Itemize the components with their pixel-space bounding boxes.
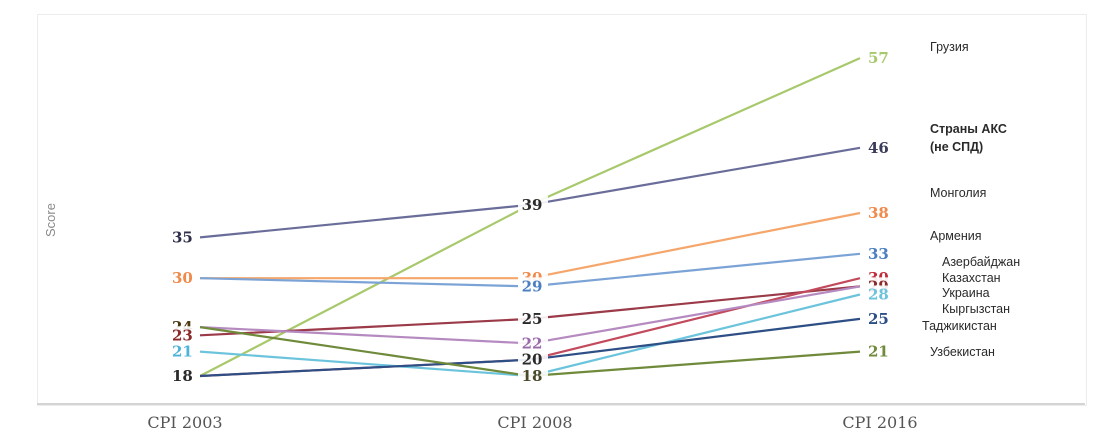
value-label-2008-3: 25 [522,310,543,328]
y-axis-label: Score [43,203,58,237]
value-label-2003-5-bg [170,367,200,384]
value-label-2008-3-bg [518,309,548,327]
value-label-2016-3-bg [866,244,896,262]
x-tick-label-0: CPI 2003 [147,413,222,432]
series-name-label-9: Таджикистан [922,319,997,333]
series-name-label-3: Монголия [930,186,986,200]
series-name-label-6: Казахстан [942,271,1001,285]
value-label-2003-3: 23 [172,326,193,344]
value-label-2003-4: 21 [172,343,193,361]
series-name-label-2: (не СПД) [930,140,983,154]
value-label-2016-8: 21 [868,343,889,361]
series-name-label-5: Азербайджан [942,255,1020,269]
value-label-2016-7-bg [866,309,896,327]
value-label-2016-6-bg [866,285,896,303]
value-label-2008-4: 22 [522,334,543,352]
series-name-label-8: Кыргызстан [942,302,1010,316]
value-label-2003-3-bg [170,326,200,344]
x-tick-label-2: CPI 2016 [842,413,917,432]
x-axis-line [37,403,1085,405]
value-label-2016-2: 38 [868,204,889,222]
value-label-2008-2: 29 [522,277,543,295]
value-label-2016-8-bg [866,342,896,360]
value-label-2008-6-bg [518,367,548,384]
value-label-2016-7: 25 [868,310,889,328]
value-label-2016-0-bg [866,49,896,67]
value-label-2016-3: 33 [868,245,889,263]
value-label-2008-4-bg [518,334,548,352]
value-label-2008-2-bg [518,277,548,295]
value-label-2003-0-bg [170,228,200,246]
series-name-label-1: Страны АКС [930,122,1007,136]
series-name-label-10: Узбекистан [930,345,995,359]
series-name-label-4: Армения [930,229,982,243]
chart-frame [37,14,1087,406]
series-line-0 [199,57,861,377]
value-label-2016-0: 57 [868,49,889,67]
x-tick-label-1: CPI 2008 [497,413,572,432]
value-label-2008-0: 39 [522,196,543,214]
value-label-2003-5: 18 [172,367,193,385]
series-name-label-7: Украина [942,286,990,300]
value-label-2003-0: 35 [172,228,193,246]
value-label-2016-1-bg [866,138,896,156]
value-label-2003-1: 30 [172,269,193,287]
value-label-2003-1-bg [170,269,200,287]
series-line-1 [199,146,861,239]
value-label-2003-4-bg [170,342,200,360]
value-label-2008-0-bg [518,195,548,213]
value-label-2016-1: 46 [868,139,889,157]
series-name-label-0: Грузия [930,40,969,54]
value-label-2008-5: 20 [522,351,543,369]
value-label-2008-6: 18 [522,367,543,385]
value-label-2008-5-bg [518,350,548,368]
value-label-2016-6: 28 [868,286,889,304]
value-label-2016-2-bg [866,204,896,221]
